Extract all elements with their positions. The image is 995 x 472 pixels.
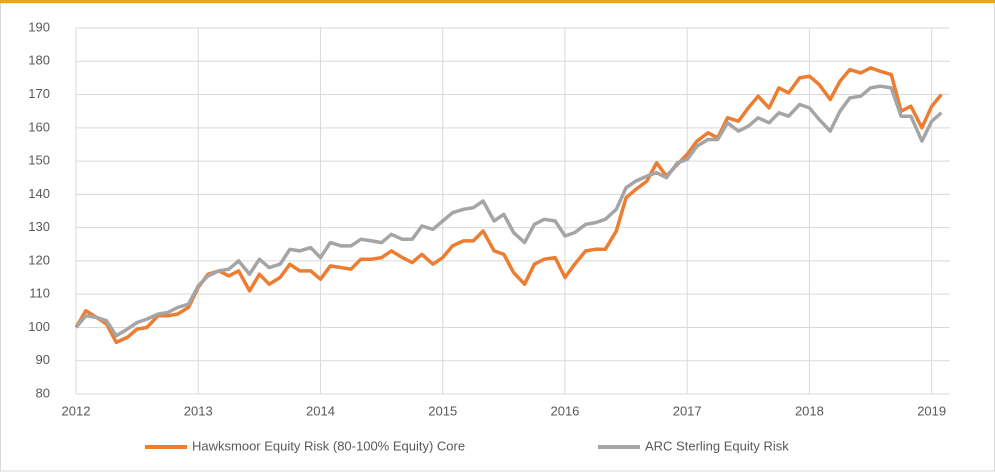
series-line	[74, 84, 943, 338]
y-tick-label: 160	[28, 119, 50, 134]
x-tick-label: 2018	[795, 403, 824, 418]
x-tick-label: 2017	[673, 403, 702, 418]
top-bar	[0, 0, 995, 3]
y-tick-label: 190	[28, 19, 50, 34]
x-tick-label: 2014	[306, 403, 335, 418]
x-tick-label: 2016	[550, 403, 579, 418]
x-tick-label: 2015	[428, 403, 457, 418]
x-tick-label: 2013	[184, 403, 213, 418]
x-tick-label: 2019	[917, 403, 946, 418]
legend-label: Hawksmoor Equity Risk (80-100% Equity) C…	[192, 438, 465, 453]
y-tick-label: 170	[28, 86, 50, 101]
legend-label: ARC Sterling Equity Risk	[645, 438, 789, 453]
y-tick-label: 110	[29, 286, 50, 301]
y-tick-label: 100	[28, 319, 50, 334]
y-tick-label: 130	[28, 219, 50, 234]
y-tick-label: 120	[28, 252, 50, 267]
y-tick-label: 140	[28, 186, 50, 201]
x-tick-label: 2012	[62, 403, 91, 418]
y-tick-label: 90	[36, 352, 50, 367]
y-tick-label: 180	[28, 53, 50, 68]
y-tick-label: 80	[36, 385, 50, 400]
y-tick-label: 150	[28, 153, 50, 168]
